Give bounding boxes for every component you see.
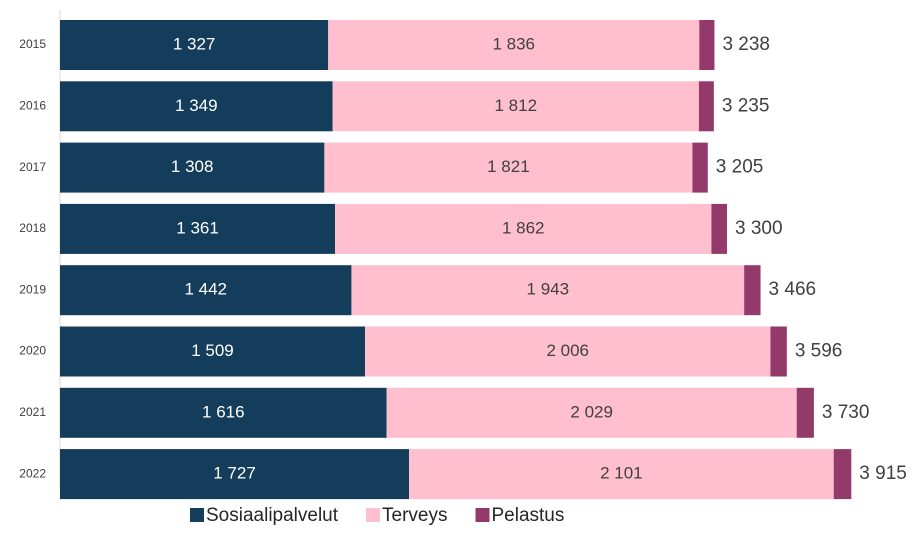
data-label: 1 327 (173, 34, 216, 53)
bar-segment (833, 449, 852, 500)
bar-segment (711, 203, 727, 254)
total-label: 3 205 (716, 157, 764, 178)
data-label: 1 442 (184, 280, 227, 299)
bar-segment (698, 81, 714, 132)
total-label: 3 915 (859, 463, 907, 484)
legend-label: Pelastus (492, 505, 565, 526)
data-label: 1 308 (171, 157, 214, 176)
data-label: 2 006 (546, 341, 589, 360)
bar-segment (699, 20, 715, 70)
data-label: 1 616 (202, 402, 245, 421)
data-label: 1 727 (213, 464, 256, 483)
total-label: 3 596 (795, 341, 843, 362)
total-label: 3 730 (822, 402, 870, 423)
data-label: 1 836 (492, 34, 535, 53)
bar-segment (60, 265, 352, 316)
y-tick-label: 2019 (19, 282, 46, 296)
bar-segment (770, 326, 787, 377)
y-tick-label: 2016 (19, 98, 46, 112)
legend-label: Sosiaalipalvelut (206, 505, 339, 526)
data-label: 1 821 (487, 157, 530, 176)
y-tick-label: 2022 (19, 466, 46, 480)
total-label: 3 300 (735, 218, 783, 239)
bar-segment (796, 387, 814, 438)
legend-label: Terveys (382, 505, 447, 526)
data-label: 1 943 (527, 280, 570, 299)
bar-segment (60, 20, 329, 70)
bar-segment (744, 265, 761, 316)
bar-segment (328, 20, 700, 70)
bar-segment (386, 387, 797, 438)
y-tick-label: 2017 (19, 160, 46, 174)
total-label: 3 238 (722, 34, 770, 55)
total-label: 3 235 (722, 95, 770, 116)
bar-segment (60, 203, 336, 254)
bar-segment (60, 387, 387, 438)
data-label: 1 509 (191, 341, 234, 360)
y-tick-label: 2021 (19, 405, 46, 419)
data-label: 1 361 (176, 218, 219, 237)
bar-segment (409, 449, 834, 500)
bar-segment (60, 81, 333, 132)
bar-segment (60, 449, 410, 500)
bar-segment (60, 326, 365, 377)
bar-segment (335, 203, 712, 254)
data-label: 1 812 (495, 96, 538, 115)
bar-segment (332, 81, 699, 132)
bar-segment (351, 265, 745, 316)
data-label: 1 862 (502, 218, 545, 237)
y-tick-label: 2020 (19, 344, 46, 358)
total-label: 3 466 (769, 279, 817, 300)
legend-swatch (366, 508, 381, 522)
data-label: 2 101 (600, 464, 643, 483)
bar-segment (364, 326, 771, 377)
y-tick-label: 2018 (19, 221, 46, 235)
legend-swatch (190, 508, 204, 522)
legend-swatch (475, 508, 490, 522)
bar-segment (692, 142, 708, 193)
bar-segment (324, 142, 693, 193)
bar-segment (60, 142, 325, 193)
data-label: 2 029 (570, 402, 613, 421)
data-label: 1 349 (175, 96, 218, 115)
y-tick-label: 2015 (19, 37, 46, 51)
